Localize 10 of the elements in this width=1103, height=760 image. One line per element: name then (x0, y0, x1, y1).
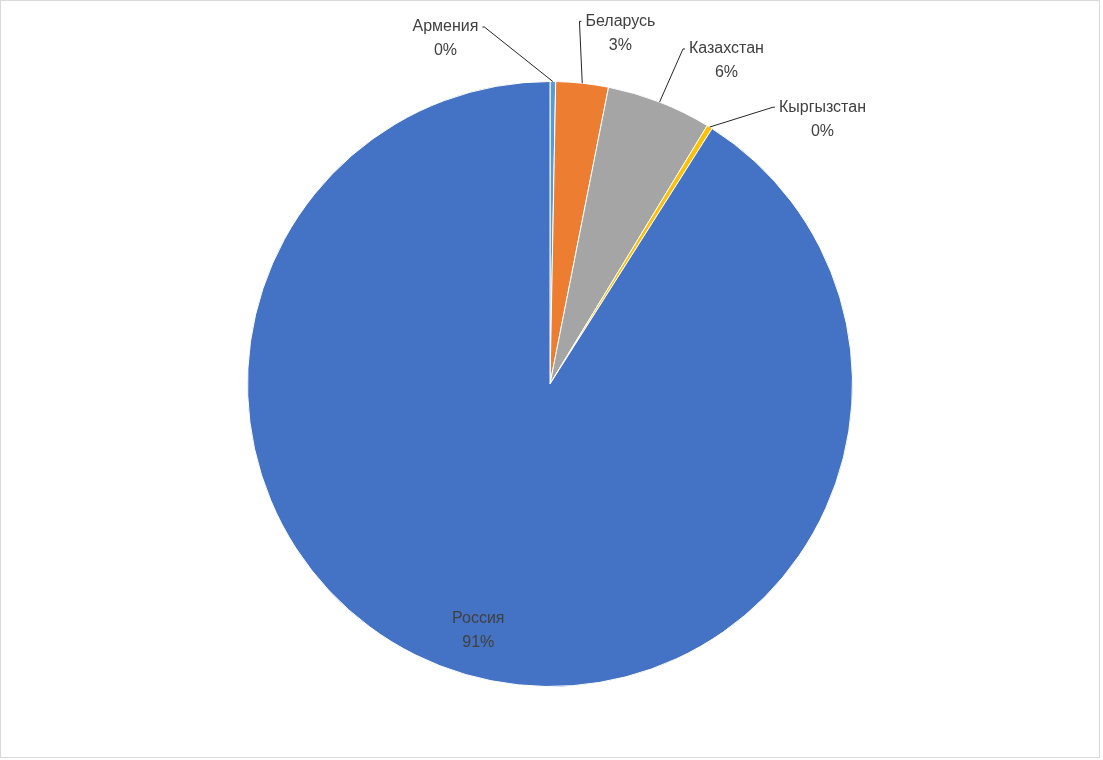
data-label: 91% (462, 633, 495, 651)
data-label: 3% (608, 35, 632, 53)
slice-label: Беларусь (585, 11, 656, 29)
data-label: 6% (714, 63, 739, 81)
slice-label: Кыргызстан (778, 97, 866, 115)
slice-label: Казахстан (688, 39, 764, 57)
slice-label: Армения (412, 17, 479, 35)
data-label: 0% (433, 41, 458, 59)
data-label: 0% (810, 121, 835, 139)
slice-label: Россия (452, 609, 505, 627)
